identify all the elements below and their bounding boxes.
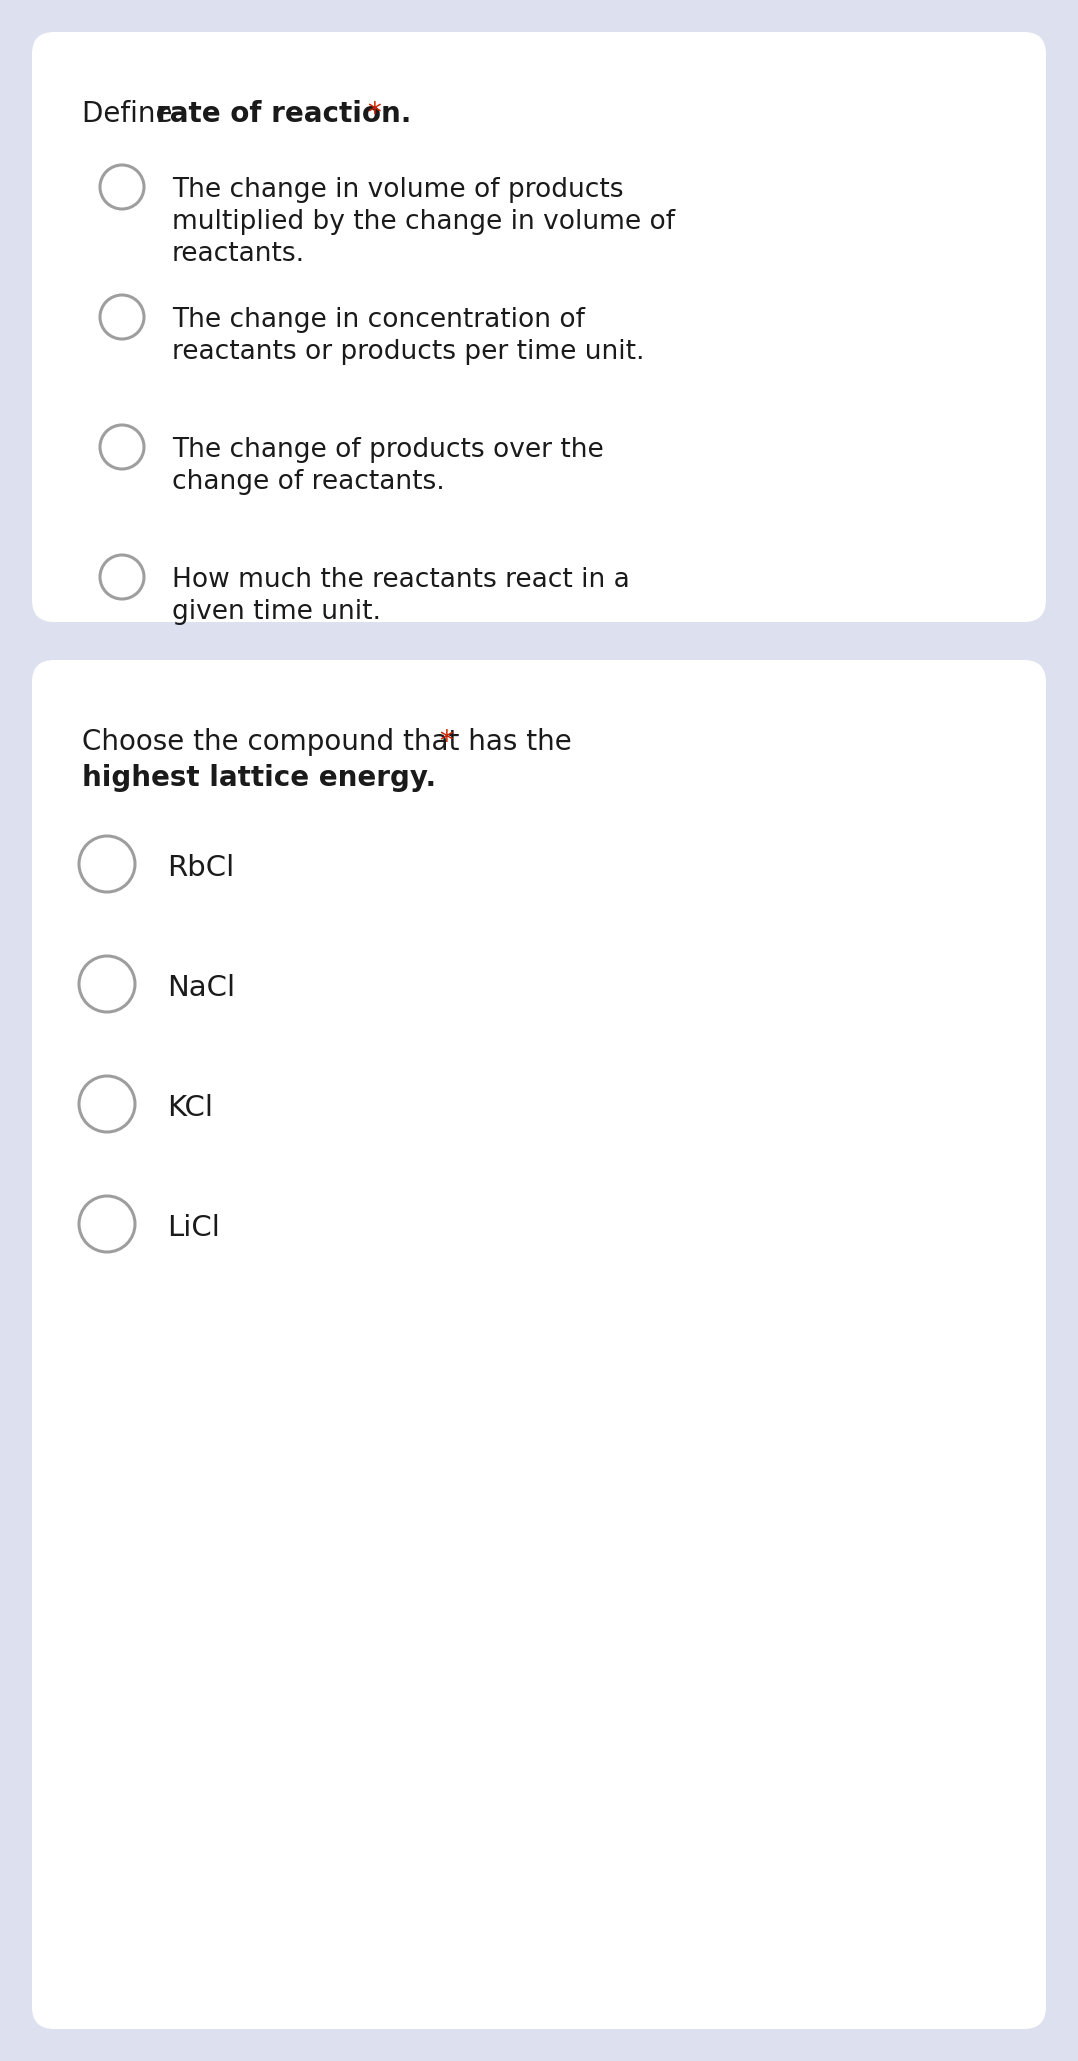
Text: change of reactants.: change of reactants. [172,470,445,495]
Text: The change in concentration of: The change in concentration of [172,307,585,334]
Text: RbCl: RbCl [167,853,234,882]
FancyBboxPatch shape [32,660,1046,2028]
FancyBboxPatch shape [32,33,1046,622]
Text: given time unit.: given time unit. [172,600,381,624]
Text: KCl: KCl [167,1094,213,1121]
Text: Choose the compound that has the: Choose the compound that has the [82,728,571,756]
Text: highest lattice energy.: highest lattice energy. [82,765,437,791]
Text: The change of products over the: The change of products over the [172,437,604,464]
Text: reactants.: reactants. [172,241,305,268]
Text: *: * [368,101,382,128]
Text: reactants or products per time unit.: reactants or products per time unit. [172,338,645,365]
Text: LiCl: LiCl [167,1214,220,1243]
Text: The change in volume of products: The change in volume of products [172,177,623,202]
Text: multiplied by the change in volume of: multiplied by the change in volume of [172,208,675,235]
Text: *: * [439,728,453,756]
Text: Define: Define [82,101,181,128]
Text: rate of reaction.: rate of reaction. [155,101,411,128]
Text: How much the reactants react in a: How much the reactants react in a [172,567,630,594]
Text: NaCl: NaCl [167,975,235,1002]
